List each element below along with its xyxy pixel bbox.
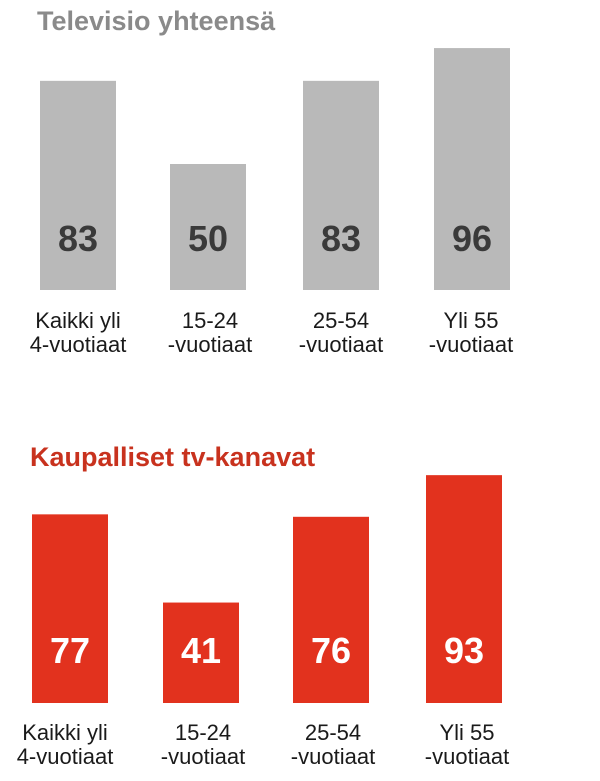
chart-title: Televisio yhteensä bbox=[37, 6, 276, 36]
tick-label: 25-54 bbox=[305, 720, 361, 745]
bar bbox=[170, 164, 246, 290]
data-label: 50 bbox=[188, 218, 228, 259]
tick-label: -vuotiaat bbox=[299, 332, 383, 357]
tick-label: Kaikki yli bbox=[35, 308, 121, 333]
bar bbox=[163, 602, 239, 703]
chart-1: Televisio yhteensä 83 Kaikki yli4-vuotiaat… bbox=[30, 6, 514, 357]
bar bbox=[434, 48, 510, 290]
tick-label: Yli 55 bbox=[443, 308, 498, 333]
data-label: 83 bbox=[58, 218, 98, 259]
tick-label: -vuotiaat bbox=[161, 744, 245, 769]
bar bbox=[293, 516, 369, 703]
chart-title: Kaupalliset tv-kanavat bbox=[30, 442, 315, 472]
tick-label: 4-vuotiaat bbox=[30, 332, 127, 357]
data-label: 76 bbox=[311, 630, 351, 671]
tick-label: 25-54 bbox=[313, 308, 369, 333]
data-label: 96 bbox=[452, 218, 492, 259]
tick-label: Kaikki yli bbox=[22, 720, 108, 745]
tick-label: 15-24 bbox=[182, 308, 238, 333]
data-label: 41 bbox=[181, 630, 221, 671]
data-label: 77 bbox=[50, 630, 90, 671]
tick-label: -vuotiaat bbox=[429, 332, 513, 357]
bar bbox=[40, 80, 116, 290]
bar bbox=[303, 80, 379, 290]
tick-label: 4-vuotiaat bbox=[17, 744, 114, 769]
bar bbox=[426, 475, 502, 703]
tick-label: -vuotiaat bbox=[291, 744, 375, 769]
tick-label: -vuotiaat bbox=[425, 744, 509, 769]
tick-label: 15-24 bbox=[175, 720, 231, 745]
bar bbox=[32, 514, 108, 703]
data-label: 83 bbox=[321, 218, 361, 259]
tick-label: -vuotiaat bbox=[168, 332, 252, 357]
tick-label: Yli 55 bbox=[439, 720, 494, 745]
data-label: 93 bbox=[444, 630, 484, 671]
chart-2: Kaupalliset tv-kanavat 77 Kaikki yli4-vuot… bbox=[17, 442, 510, 769]
